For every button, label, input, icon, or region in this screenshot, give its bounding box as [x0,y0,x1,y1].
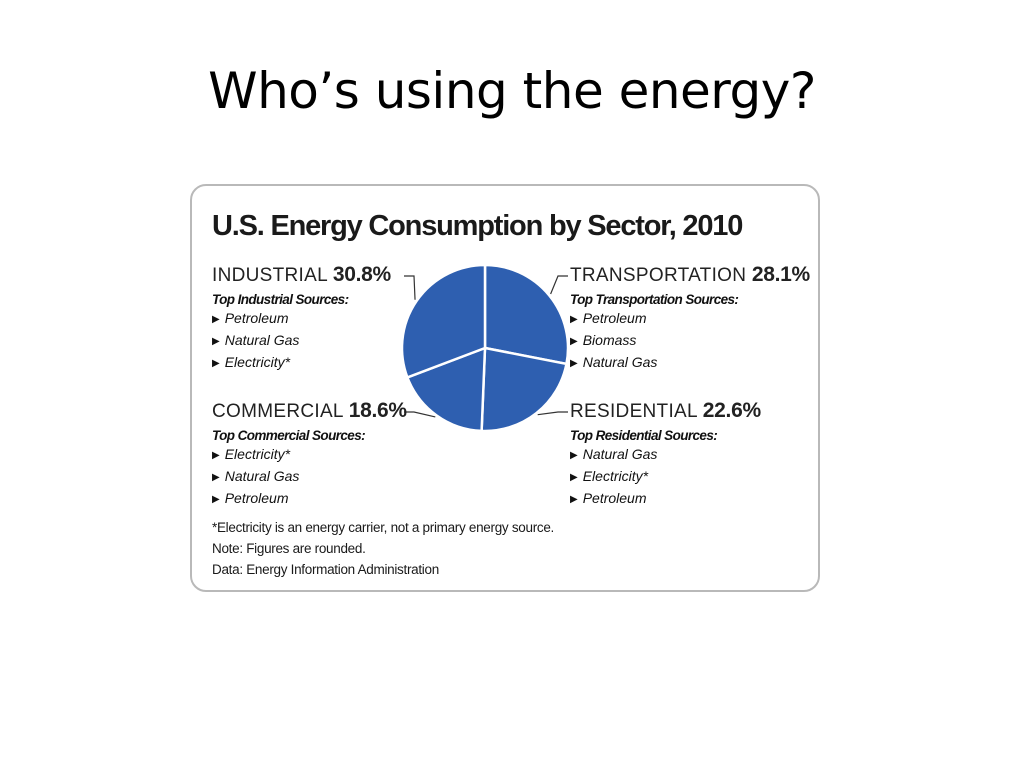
sector-name: TRANSPORTATION [570,265,747,286]
source-label: Electricity* [582,468,649,484]
sources-label: Top Residential Sources: [570,428,718,443]
source-item: ▶ Electricity* [570,466,761,488]
bullet-icon: ▶ [570,336,578,347]
sector-industrial: INDUSTRIAL 30.8% Top Industrial Sources:… [212,264,391,374]
source-label: Petroleum [224,490,289,506]
bullet-icon: ▶ [570,450,578,461]
bullet-icon: ▶ [212,336,220,347]
source-item: ▶ Natural Gas [212,466,407,488]
source-item: ▶ Petroleum [212,308,391,330]
chart-notes: *Electricity is an energy carrier, not a… [212,517,554,580]
source-item: ▶ Natural Gas [570,352,810,374]
source-item: ▶ Natural Gas [570,444,761,466]
source-item: ▶ Electricity* [212,352,391,374]
slide-title: Who’s using the energy? [208,62,816,120]
sector-heading: TRANSPORTATION 28.1% [570,264,810,287]
bullet-icon: ▶ [570,472,578,483]
sector-transportation: TRANSPORTATION 28.1% Top Transportation … [570,264,810,374]
chart-card: U.S. Energy Consumption by Sector, 2010 … [190,184,820,592]
bullet-icon: ▶ [212,472,220,483]
footnote-source: Data: Energy Information Administration [212,562,439,577]
chart-title: U.S. Energy Consumption by Sector, 2010 [212,210,743,242]
sector-commercial: COMMERCIAL 18.6% Top Commercial Sources:… [212,400,407,510]
source-label: Petroleum [582,310,647,326]
sector-heading: COMMERCIAL 18.6% [212,400,407,423]
leader-line-transportation [550,275,568,295]
source-label: Biomass [582,332,637,348]
bullet-icon: ▶ [570,358,578,369]
footnote-rounding: Note: Figures are rounded. [212,541,366,556]
source-label: Natural Gas [582,446,658,462]
sources-label: Top Commercial Sources: [212,428,366,443]
sector-name: COMMERCIAL [212,401,344,422]
sources-label: Top Transportation Sources: [570,292,739,307]
pie-slice-transportation [483,263,570,366]
leader-line-residential [537,411,568,416]
sector-heading: RESIDENTIAL 22.6% [570,400,761,423]
source-item: ▶ Electricity* [212,444,407,466]
sector-percent: 22.6% [702,399,761,422]
bullet-icon: ▶ [212,358,220,369]
bullet-icon: ▶ [212,494,220,505]
sector-percent: 30.8% [332,263,391,286]
source-label: Natural Gas [582,354,658,370]
leader-line-commercial [404,411,436,418]
bullet-icon: ▶ [212,314,220,325]
sector-percent: 28.1% [751,263,810,286]
sector-residential: RESIDENTIAL 22.6% Top Residential Source… [570,400,761,510]
source-item: ▶ Petroleum [570,308,810,330]
footnote-electricity: *Electricity is an energy carrier, not a… [212,520,554,535]
sector-name: RESIDENTIAL [570,401,698,422]
sector-name: INDUSTRIAL [212,265,328,286]
pie-chart [400,263,570,433]
bullet-icon: ▶ [212,450,220,461]
leader-line-industrial [404,275,416,300]
source-item: ▶ Petroleum [212,488,407,510]
sector-percent: 18.6% [348,399,407,422]
source-label: Electricity* [224,446,291,462]
source-label: Natural Gas [224,332,300,348]
source-label: Natural Gas [224,468,300,484]
bullet-icon: ▶ [570,314,578,325]
source-label: Petroleum [224,310,289,326]
pie-slice-commercial [405,346,487,433]
sector-heading: INDUSTRIAL 30.8% [212,264,391,287]
source-item: ▶ Natural Gas [212,330,391,352]
source-item: ▶ Petroleum [570,488,761,510]
source-label: Petroleum [582,490,647,506]
pie-slice-residential [480,346,568,433]
source-item: ▶ Biomass [570,330,810,352]
bullet-icon: ▶ [570,494,578,505]
source-label: Electricity* [224,354,291,370]
pie-slice-industrial [400,263,487,380]
sources-label: Top Industrial Sources: [212,292,349,307]
